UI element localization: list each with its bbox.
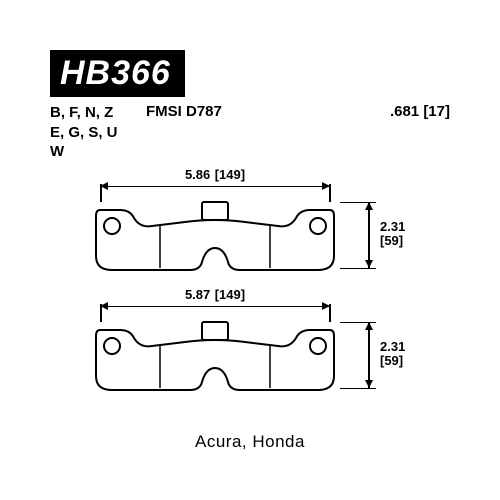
part-number: HB366 bbox=[60, 54, 171, 92]
compounds: B, F, N, Z E, G, S, U W bbox=[50, 103, 146, 162]
dim-value-mm: [149] bbox=[215, 167, 245, 182]
dim-value-in: 2.31 bbox=[380, 340, 405, 354]
arrow-horizontal-icon bbox=[100, 186, 330, 188]
arrow-vertical-icon bbox=[368, 202, 370, 268]
dim-value-in: 5.87 bbox=[185, 287, 210, 302]
dim-height-bottom: 2.31 [59] bbox=[380, 340, 405, 369]
dim-value-mm: [59] bbox=[380, 234, 405, 248]
dim-value-in: 5.86 bbox=[185, 167, 210, 182]
compounds-line: W bbox=[50, 142, 146, 162]
part-number-bar: HB366 bbox=[50, 50, 185, 97]
info-row: B, F, N, Z E, G, S, U W FMSI D787 .681 [… bbox=[50, 103, 450, 162]
ext-line bbox=[340, 388, 376, 390]
fitment: Acura, Honda bbox=[50, 432, 450, 452]
dim-value-mm: [59] bbox=[380, 354, 405, 368]
spec-card: HB366 B, F, N, Z E, G, S, U W FMSI D787 … bbox=[0, 0, 500, 500]
compounds-line: B, F, N, Z bbox=[50, 103, 146, 123]
brake-pad-top bbox=[90, 198, 340, 276]
thickness: .681 [17] bbox=[390, 103, 450, 120]
dim-value-mm: [149] bbox=[215, 287, 245, 302]
fmsi: FMSI D787 bbox=[146, 103, 390, 120]
dim-value-in: 2.31 bbox=[380, 220, 405, 234]
dim-height-top: 2.31 [59] bbox=[380, 220, 405, 249]
dim-width-top: 5.86 [149] bbox=[100, 166, 330, 188]
brake-pad-bottom bbox=[90, 318, 340, 396]
thickness-in: .681 bbox=[390, 103, 419, 120]
diagram-area: 5.86 [149] 2.31 [59] bbox=[50, 166, 450, 426]
arrow-vertical-icon bbox=[368, 322, 370, 388]
arrow-horizontal-icon bbox=[100, 306, 330, 308]
ext-line bbox=[340, 268, 376, 270]
dim-width-bottom: 5.87 [149] bbox=[100, 286, 330, 308]
thickness-mm: [17] bbox=[423, 103, 450, 120]
content: HB366 B, F, N, Z E, G, S, U W FMSI D787 … bbox=[50, 50, 450, 450]
compounds-line: E, G, S, U bbox=[50, 123, 146, 143]
